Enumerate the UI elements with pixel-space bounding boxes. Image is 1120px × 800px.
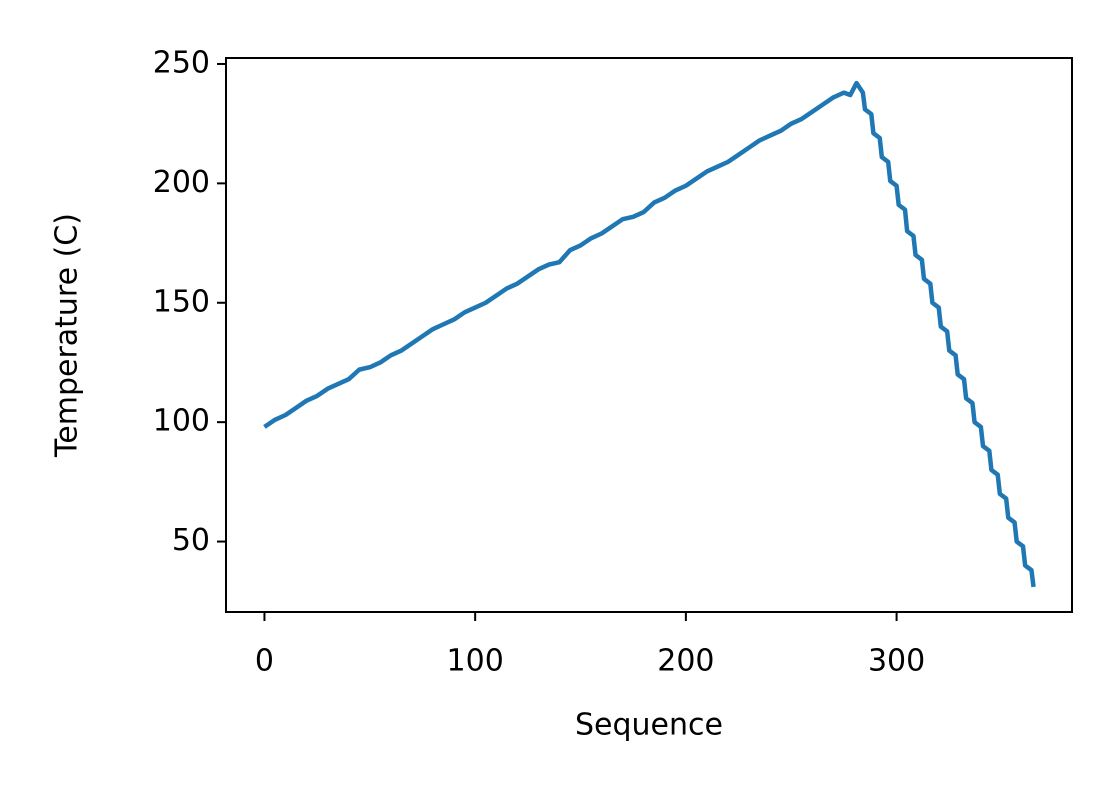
- y-tick-label: 250: [153, 45, 210, 80]
- x-tick-label: 300: [868, 644, 925, 679]
- x-tick-label: 0: [255, 644, 274, 679]
- y-tick-label: 100: [153, 404, 210, 439]
- y-tick-label: 200: [153, 165, 210, 200]
- x-tick-label: 100: [447, 644, 504, 679]
- y-tick-label: 50: [172, 523, 210, 558]
- plot-frame: [225, 57, 1073, 613]
- y-tick-label: 150: [153, 284, 210, 319]
- y-axis-label: Temperature (C): [50, 213, 85, 458]
- x-axis-label: Sequence: [575, 708, 723, 743]
- data-line: [263, 80, 1036, 588]
- x-tick-label: 200: [657, 644, 714, 679]
